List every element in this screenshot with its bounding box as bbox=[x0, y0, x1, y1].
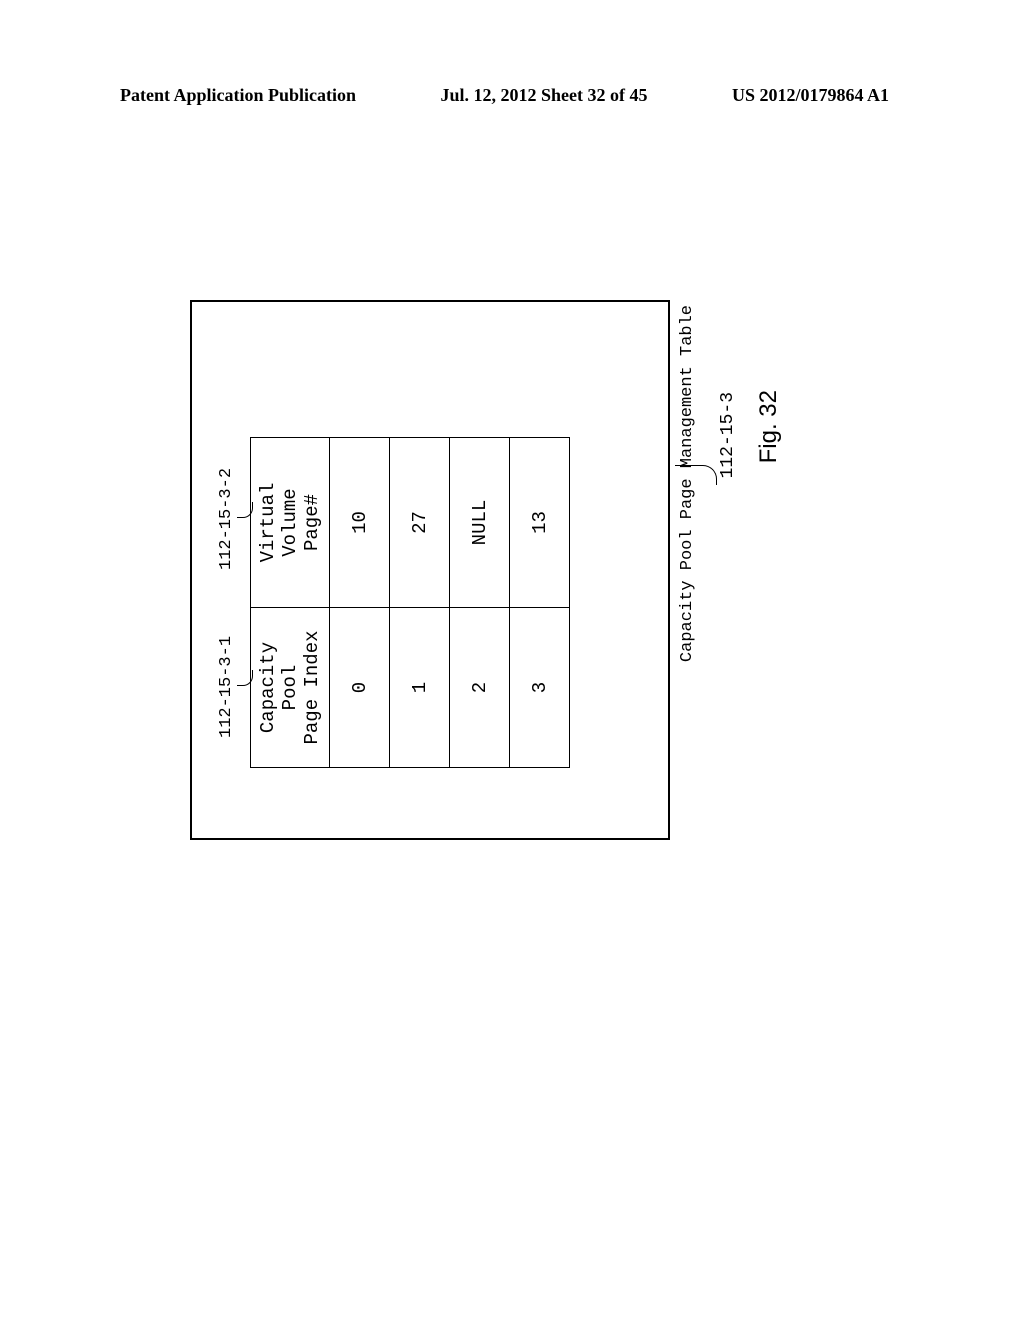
column-2-reference: 112-15-3-2 bbox=[217, 468, 236, 570]
header-left: Patent Application Publication bbox=[120, 85, 356, 106]
table-row: 1 27 bbox=[390, 438, 450, 768]
figure-diagram: 112-15-3-1 112-15-3-2 Capacity Pool Page… bbox=[190, 300, 770, 840]
cell-page: NULL bbox=[450, 438, 510, 608]
table-ref-connector bbox=[675, 465, 717, 485]
col-header-page: Virtual Volume Page# bbox=[251, 438, 330, 608]
cell-index: 0 bbox=[330, 608, 390, 768]
cell-page: 27 bbox=[390, 438, 450, 608]
table-row: 3 13 bbox=[510, 438, 570, 768]
cell-index: 1 bbox=[390, 608, 450, 768]
col-header-index: Capacity Pool Page Index bbox=[251, 608, 330, 768]
header-right: US 2012/0179864 A1 bbox=[732, 85, 889, 106]
table-row: 2 NULL bbox=[450, 438, 510, 768]
col-header-index-line2: Page Index bbox=[301, 618, 323, 757]
cell-page: 10 bbox=[330, 438, 390, 608]
table-reference: 112-15-3 bbox=[718, 392, 738, 478]
header-center: Jul. 12, 2012 Sheet 32 of 45 bbox=[441, 85, 648, 106]
column-1-reference: 112-15-3-1 bbox=[217, 636, 236, 738]
col-header-page-line1: Virtual Volume bbox=[257, 448, 301, 597]
cell-index: 3 bbox=[510, 608, 570, 768]
figure-number: Fig. 32 bbox=[755, 390, 783, 463]
table-header-row: Capacity Pool Page Index Virtual Volume … bbox=[251, 438, 330, 768]
col-header-page-line2: Page# bbox=[301, 448, 323, 597]
table-row: 0 10 bbox=[330, 438, 390, 768]
cell-index: 2 bbox=[450, 608, 510, 768]
capacity-pool-table: Capacity Pool Page Index Virtual Volume … bbox=[250, 437, 570, 768]
col-header-index-line1: Capacity Pool bbox=[257, 618, 301, 757]
cell-page: 13 bbox=[510, 438, 570, 608]
diagram-border: 112-15-3-1 112-15-3-2 Capacity Pool Page… bbox=[190, 300, 670, 840]
